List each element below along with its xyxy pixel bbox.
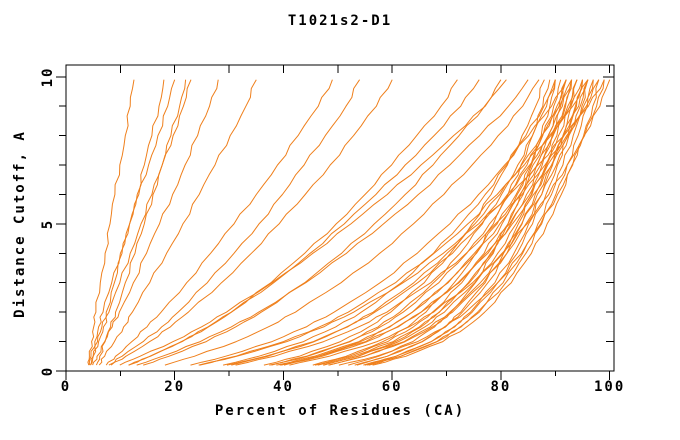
gdt-curve: [279, 79, 594, 366]
gdt-curve: [128, 79, 480, 366]
x-tick-label: 100: [593, 379, 626, 395]
chart-title: T1021s2-D1: [287, 13, 393, 29]
gdt-curve: [105, 79, 333, 366]
gdt-curve: [110, 79, 393, 366]
x-tick-label: 0: [60, 379, 72, 395]
gdt-curve: [92, 79, 219, 366]
gdt-curve: [322, 79, 578, 366]
gdt-curve: [199, 79, 589, 366]
gdt-curve: [90, 79, 165, 366]
gdt-curve: [231, 79, 573, 366]
x-axis-label: Percent of Residues (CA): [214, 403, 466, 419]
gdt-curve: [276, 79, 578, 366]
y-tick-label: 10: [40, 66, 56, 88]
curves: [87, 79, 611, 366]
gdt-curve: [143, 79, 502, 366]
gdt-curve: [226, 79, 583, 366]
x-tick-label: 40: [273, 379, 294, 395]
gdt-curve: [136, 79, 529, 366]
gdt-curve: [190, 79, 567, 366]
gdt-curve: [314, 79, 562, 366]
gdt-curve: [90, 79, 192, 366]
gdt-curve: [372, 79, 600, 366]
gdt-curve: [235, 79, 600, 366]
gdt-curve: [281, 79, 573, 366]
gdt-curve: [119, 79, 507, 366]
gdt-curve: [289, 79, 611, 366]
x-tick-label: 20: [164, 379, 186, 395]
gdt-curve: [368, 79, 589, 366]
y-tick-label: 0: [40, 365, 56, 377]
gdt-curve: [164, 79, 540, 366]
x-tick-label: 60: [381, 379, 403, 395]
gdt-curve: [198, 79, 605, 366]
gdt-curve: [88, 79, 176, 366]
gdt-curve: [128, 79, 458, 366]
y-tick-label: 5: [40, 218, 56, 230]
gdt-curve: [98, 79, 257, 366]
gdt-curve: [87, 79, 135, 366]
gdt-curve: [108, 79, 361, 366]
gdt-curve: [348, 79, 556, 366]
y-axis-label: Distance Cutoff, A: [12, 130, 28, 318]
gdt-curve: [263, 79, 545, 366]
axes-frame: [56, 64, 615, 380]
gdt-curve: [367, 79, 594, 366]
x-tick-label: 80: [490, 379, 512, 395]
gdt-curve: [328, 79, 589, 366]
